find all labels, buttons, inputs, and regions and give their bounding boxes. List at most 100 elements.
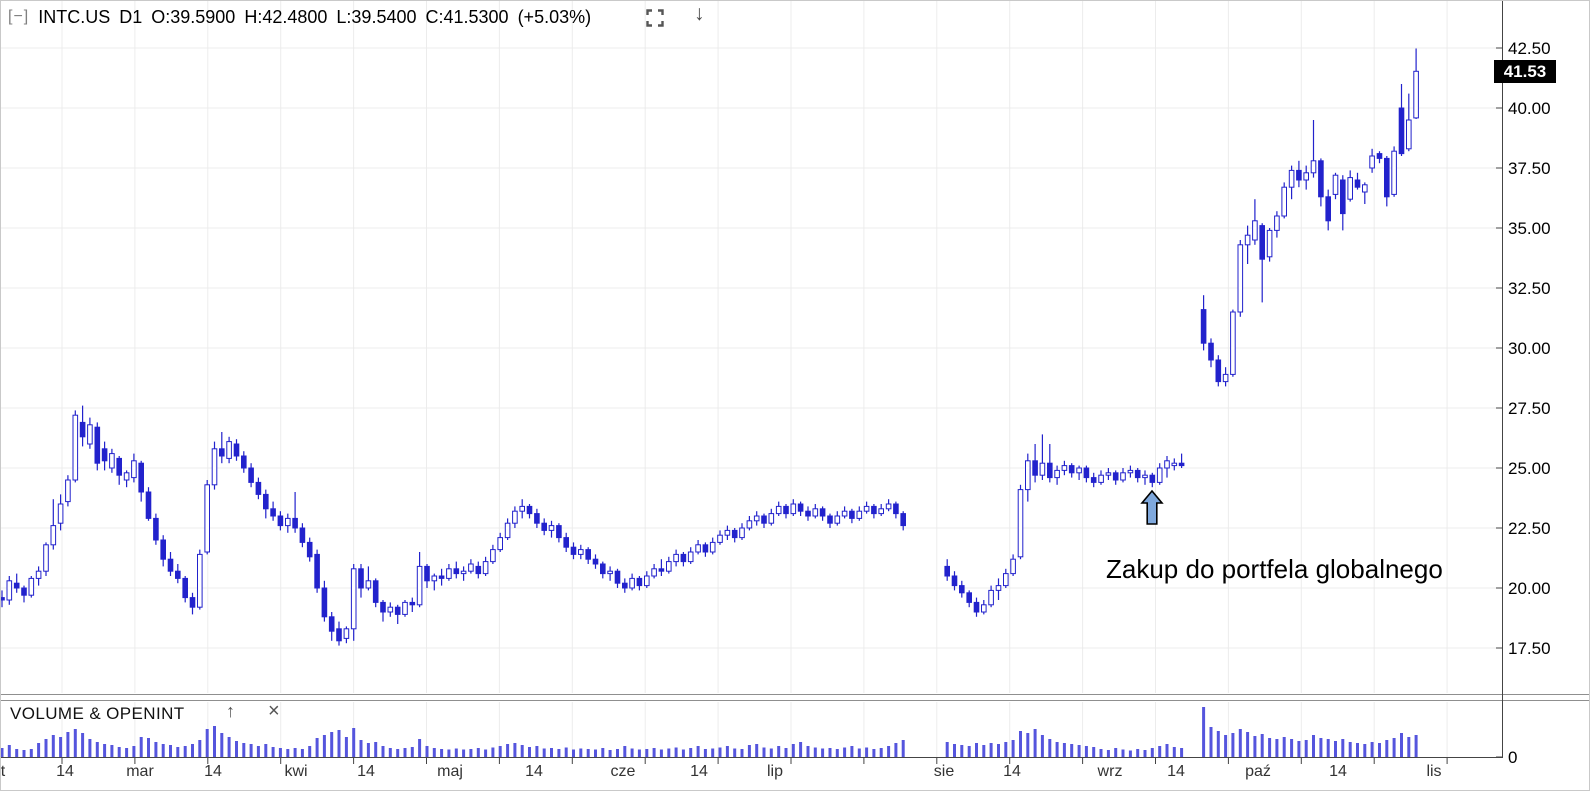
candle: [827, 513, 833, 528]
candle: [995, 578, 1002, 600]
volume-bar: [857, 748, 861, 757]
volume-bar: [1363, 744, 1367, 757]
candle: [1274, 211, 1280, 238]
candle: [1003, 568, 1009, 588]
volume-bar: [410, 747, 414, 757]
volume-bar: [73, 729, 77, 757]
volume-bar: [125, 748, 129, 757]
time-axis-label: 14: [357, 763, 375, 780]
candle: [775, 501, 782, 516]
candle: [1127, 465, 1134, 478]
volume-bar: [242, 743, 246, 757]
panel-move-up-icon[interactable]: ↑: [226, 701, 235, 721]
candle: [724, 525, 731, 540]
candle: [1047, 444, 1053, 483]
candle: [299, 523, 306, 548]
candle: [512, 506, 518, 528]
volume-bar: [645, 749, 649, 757]
candle: [1171, 458, 1178, 471]
download-arrow-icon[interactable]: ↓: [694, 2, 705, 25]
candle: [592, 554, 599, 569]
volume-bar: [1165, 744, 1169, 757]
time-axis-label: 14: [1003, 763, 1021, 780]
volume-bar: [1084, 746, 1088, 757]
candle: [944, 559, 951, 581]
volume-bar: [901, 740, 905, 757]
candle: [1325, 189, 1332, 231]
candle: [951, 571, 958, 591]
time-axis-label: cze: [610, 763, 636, 780]
volume-bar: [1282, 737, 1286, 757]
volume-bar: [227, 737, 231, 757]
time-axis-label: mar: [126, 763, 154, 780]
volume-bar: [579, 748, 583, 757]
candle: [285, 513, 291, 533]
time-axis-label: kwi: [284, 763, 308, 780]
volume-bar: [1136, 749, 1140, 757]
volume-bar: [432, 748, 436, 757]
volume-bar: [1304, 740, 1308, 757]
candle: [153, 513, 159, 545]
candle: [541, 518, 548, 536]
time-axis-label: 14: [1329, 763, 1347, 780]
candle: [636, 576, 643, 591]
volume-bar: [1092, 747, 1096, 757]
candle: [65, 475, 71, 507]
volume-bar: [1260, 734, 1264, 757]
volume-bar: [528, 747, 531, 757]
volume-bar: [454, 748, 458, 757]
volume-bar: [1348, 742, 1352, 757]
candle: [306, 537, 313, 562]
volume-bar: [139, 737, 143, 757]
volume-bar: [337, 730, 341, 757]
volume-bar: [681, 749, 685, 757]
volume-bar: [725, 746, 729, 757]
candle: [1230, 309, 1236, 377]
time-axis-label: 14: [690, 763, 708, 780]
candle: [614, 568, 621, 588]
volume-bar: [110, 745, 114, 757]
price-axis-label: 32.50: [1508, 279, 1551, 298]
candle: [336, 621, 342, 646]
volume-bar: [286, 749, 290, 757]
volume-bar: [711, 748, 715, 757]
candle: [263, 489, 269, 519]
volume-bar: [689, 748, 693, 757]
volume-bar: [769, 748, 773, 757]
fullscreen-icon[interactable]: [646, 9, 664, 32]
candle: [87, 417, 93, 449]
candle: [1332, 172, 1339, 200]
volume-bar: [586, 749, 590, 757]
candle: [1244, 225, 1251, 264]
volume-bar: [308, 746, 312, 757]
volume-bar: [1158, 746, 1162, 757]
volume-bar: [1070, 744, 1074, 757]
last-price-tag: 41.53: [1494, 60, 1556, 83]
candle: [438, 568, 445, 586]
panel-close-icon[interactable]: ×: [268, 700, 280, 722]
volume-bar: [169, 745, 172, 757]
volume-bar: [850, 746, 854, 757]
panel-splitter[interactable]: [0, 694, 1590, 701]
candle: [446, 564, 452, 581]
candle: [805, 506, 811, 521]
volume-bar: [520, 745, 524, 757]
volume-bar: [997, 744, 1000, 757]
time-axis-label: lip: [766, 763, 784, 780]
volume-bar: [132, 746, 136, 757]
collapse-panel-icon[interactable]: [−]: [8, 8, 30, 25]
volume-bar: [278, 748, 282, 757]
candle: [1208, 338, 1214, 368]
candle: [1090, 472, 1097, 488]
candle: [314, 549, 320, 593]
candle: [1303, 165, 1310, 190]
ohlc-open-value: O:39.5900: [151, 6, 236, 27]
candle: [1120, 468, 1126, 483]
candle: [556, 523, 562, 543]
candle: [182, 576, 188, 603]
price-axis-label: 27.50: [1508, 399, 1551, 418]
volume-bar: [1290, 739, 1294, 757]
time-axis-label: 14: [1167, 763, 1185, 780]
volume-bar: [37, 743, 41, 757]
